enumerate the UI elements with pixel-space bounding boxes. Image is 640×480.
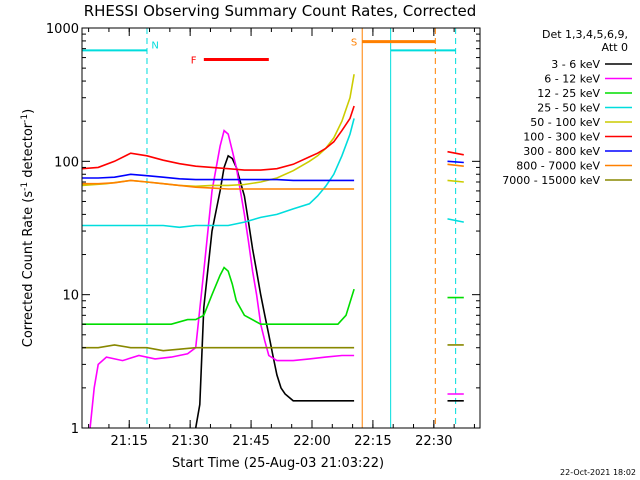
flag-label-F: F: [191, 56, 197, 67]
legend-label-1: 6 - 12 keV: [544, 73, 600, 86]
footer-date: 22-Oct-2021 18:02: [560, 468, 636, 477]
legend-header: Det 1,3,4,5,6,9,Att 0: [542, 28, 628, 54]
x-tick-label-2200: 22:00: [293, 434, 330, 449]
series-line-1: [89, 129, 355, 429]
legend-label-5: 100 - 300 keV: [523, 131, 600, 144]
night-flag-label: N: [151, 40, 158, 51]
y-tick-label-100: 100: [54, 155, 79, 170]
y-axis-label: Corrected Count Rate (s-1 detector-1): [20, 109, 36, 347]
series-line-after-saa-5: [447, 150, 464, 156]
series-line-5: [81, 105, 355, 171]
legend-label-6: 300 - 800 keV: [523, 145, 600, 158]
x-tick-label-2115: 21:15: [110, 434, 147, 449]
y-tick-label-1: 1: [71, 422, 79, 437]
chart-title: RHESSI Observing Summary Count Rates, Co…: [84, 2, 477, 20]
legend-header-line-0: Det 1,3,4,5,6,9,: [542, 28, 628, 41]
legend-label-3: 25 - 50 keV: [537, 102, 600, 115]
y-axis-label-sup1: -1: [20, 182, 30, 191]
series-line-0: [194, 154, 355, 429]
axes: 1 10 100 1000 21:15 21:30 21:45 22:00 22:15 22:30: [46, 22, 480, 449]
series-line-7: [82, 179, 355, 190]
x-tick-label-2130: 21:30: [171, 434, 208, 449]
series-line-after-saa-7: [447, 163, 464, 167]
series-line-3: [82, 118, 355, 229]
series-line-after-saa-3: [447, 218, 464, 223]
x-tick-label-2215: 22:15: [354, 434, 391, 449]
legend-header-line-1: Att 0: [602, 41, 628, 54]
x-tick-label-2230: 22:30: [415, 434, 452, 449]
legend-label-7: 800 - 7000 keV: [516, 160, 600, 173]
x-tick-label-2145: 21:45: [232, 434, 269, 449]
y-tick-label-10: 10: [62, 289, 79, 304]
flag-label-S: S: [351, 38, 357, 49]
legend-label-2: 12 - 25 keV: [537, 87, 600, 100]
plot-frame: [81, 27, 481, 429]
y-axis-label-end: ): [21, 109, 36, 114]
series-line-8: [82, 344, 355, 352]
y-axis-label-main: Corrected Count Rate (s: [21, 191, 36, 348]
y-tick-label-1000: 1000: [46, 22, 79, 37]
x-axis-label: Start Time (25-Aug-03 21:03:22): [172, 456, 384, 471]
legend-label-0: 3 - 6 keV: [551, 58, 600, 71]
legend-label-8: 7000 - 15000 keV: [502, 174, 600, 187]
series-line-6: [82, 173, 355, 182]
legend-label-4: 50 - 100 keV: [530, 116, 600, 129]
y-axis-label-mid: detector: [21, 122, 36, 182]
series-line-after-saa-6: [447, 160, 464, 164]
series-line-after-saa-4: [447, 179, 464, 183]
series-line-2: [82, 266, 355, 325]
plot-area: N F S: [81, 28, 464, 429]
y-axis-label-sup2: -1: [20, 114, 30, 123]
